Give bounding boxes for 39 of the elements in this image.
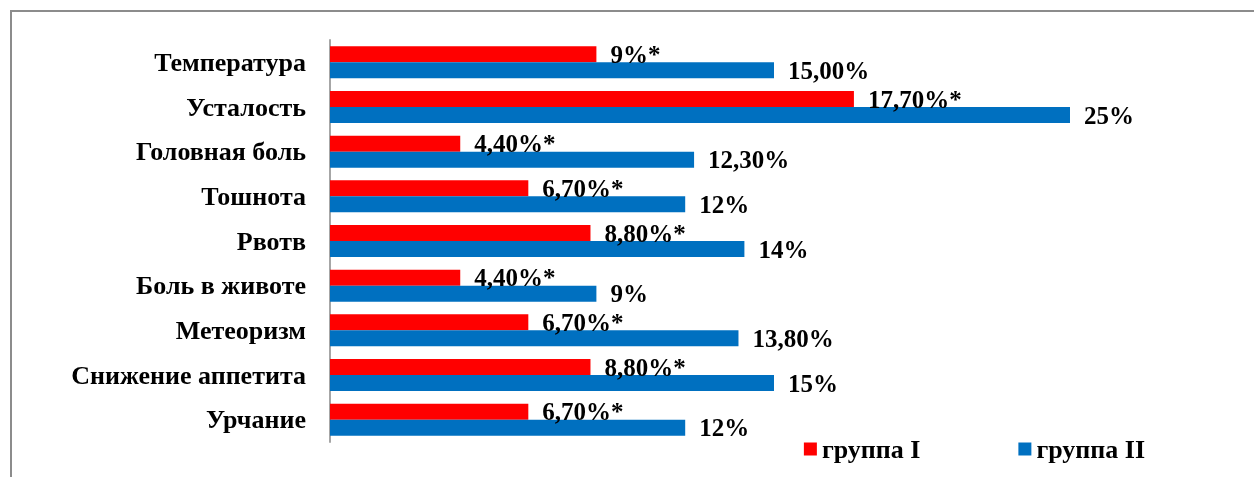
data-label: 9%*: [610, 40, 661, 68]
data-label: 15,00%: [788, 56, 870, 84]
bar: [330, 135, 461, 152]
bar: [330, 269, 461, 286]
bar: [330, 91, 854, 107]
data-label: 14%: [758, 235, 809, 263]
data-label: 25%: [1084, 101, 1134, 129]
y-tick-label: Боль в животе: [136, 271, 306, 301]
bar: [330, 46, 597, 63]
bar: [330, 62, 774, 79]
data-label: 15%: [788, 369, 838, 397]
data-label: 12,30%: [708, 146, 790, 174]
y-tick-label: Тошнота: [201, 181, 306, 211]
bar: [330, 314, 529, 331]
data-label: 4,40%*: [474, 130, 556, 158]
data-label: 8,80%*: [604, 219, 686, 247]
data-label: 8,80%*: [604, 353, 686, 381]
data-label: 6,70%*: [542, 174, 624, 202]
y-tick-label: Усталость: [186, 92, 307, 122]
data-label: 9%: [610, 280, 648, 308]
data-label: 6,70%*: [542, 398, 624, 426]
bar: [330, 225, 591, 241]
data-label: 12%: [699, 414, 750, 442]
data-label: 17,70%*: [867, 85, 962, 113]
y-tick-label: Рвотв: [236, 226, 306, 256]
data-label: 13,80%: [752, 324, 834, 352]
bar: [330, 180, 529, 197]
data-label: 6,70%*: [542, 308, 624, 336]
y-tick-label: Снижение аппетита: [71, 360, 306, 390]
legend-label: группа II: [1036, 434, 1145, 464]
bar: [330, 403, 529, 420]
y-tick-label: Головная боль: [135, 137, 307, 167]
y-tick-label: Урчание: [206, 405, 306, 435]
data-label: 4,40%*: [474, 264, 556, 292]
bar: [330, 359, 591, 375]
legend-label: группа I: [821, 434, 921, 464]
data-label: 12%: [699, 190, 750, 218]
y-tick-label: Температура: [154, 47, 306, 77]
y-tick-label: Метеоризм: [175, 315, 306, 345]
